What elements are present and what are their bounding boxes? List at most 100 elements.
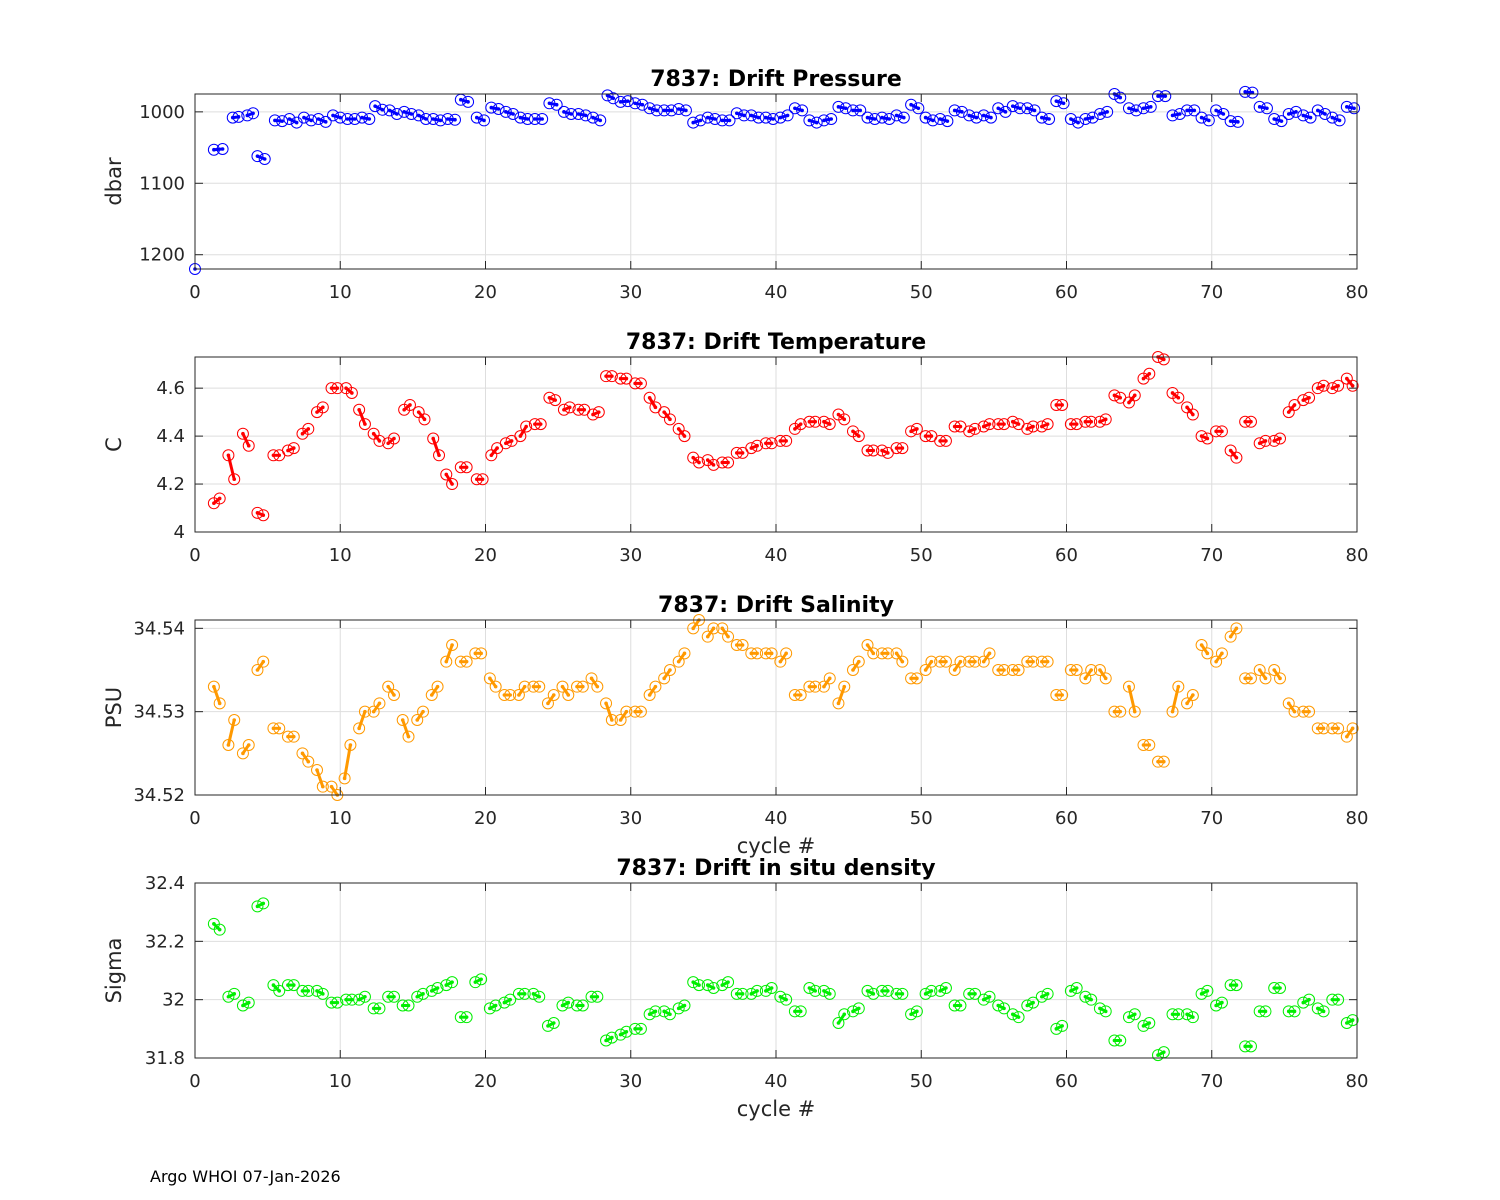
density-data-point-center: [1263, 1009, 1268, 1014]
pressure-data-point-center: [511, 112, 515, 116]
temperature-data-point-center: [851, 429, 855, 434]
pressure-data-point-center: [1170, 113, 1175, 118]
salinity-series-line: [226, 719, 236, 746]
salinity-data-point: [1317, 722, 1330, 735]
salinity-data-point: [716, 622, 729, 635]
temperature-data-point: [358, 418, 371, 431]
density-data-point: [687, 976, 700, 989]
density-data-point: [1079, 990, 1092, 1003]
pressure-data-point-center: [778, 115, 783, 120]
salinity-data-point-center: [610, 718, 614, 722]
salinity-data-point: [316, 780, 329, 793]
temperature-ytick-label: 4.2: [156, 474, 185, 495]
pressure-data-point-center: [836, 105, 841, 109]
density-data-point: [794, 1005, 807, 1018]
salinity-data-point-center: [981, 659, 986, 664]
density-data-point-center: [755, 989, 759, 993]
pressure-data-point: [948, 104, 961, 117]
pressure-data-point: [643, 102, 656, 115]
density-ytick-label: 31.8: [145, 1048, 185, 1069]
pressure-data-point: [854, 104, 867, 117]
pressure-data-point-center: [945, 119, 950, 123]
temperature-data-point: [1311, 382, 1324, 395]
salinity-data-point-center: [1191, 693, 1195, 697]
salinity-data-point: [547, 689, 560, 701]
pressure-data-point-center: [647, 106, 652, 111]
density-data-point: [774, 990, 787, 1003]
salinity-data-point-center: [1257, 668, 1262, 672]
pressure-data-point: [1064, 113, 1077, 125]
salinity-data-point-center: [1060, 693, 1064, 697]
temperature-data-point-center: [1089, 419, 1093, 424]
temperature-data-point-center: [217, 496, 222, 501]
temperature-data-point: [440, 468, 453, 481]
pressure-data-point-center: [1301, 113, 1306, 118]
density-data-point: [1064, 984, 1077, 997]
pressure-data-point: [984, 111, 997, 124]
density-data-point-center: [624, 1029, 629, 1034]
salinity-data-point-center: [232, 718, 237, 722]
pressure-data-point: [803, 114, 816, 127]
temperature-data-point: [557, 403, 570, 416]
salinity-data-point-center: [560, 684, 565, 689]
temperature-data-point: [963, 425, 976, 438]
pressure-data-point: [774, 111, 787, 124]
pressure-data-point-center: [504, 110, 508, 114]
pressure-data-point-center: [981, 113, 986, 118]
pressure-data-point: [1195, 111, 1208, 124]
density-data-point-center: [1307, 997, 1311, 1002]
density-data-point-center: [929, 989, 934, 993]
pressure-data-point-center: [323, 120, 328, 124]
salinity-data-point: [881, 647, 894, 660]
pressure-data-point: [687, 116, 700, 129]
density-data-point: [257, 897, 270, 910]
temperature-data-point-center: [697, 460, 701, 465]
pressure-data-point: [462, 95, 475, 108]
salinity-data-point-center: [1350, 726, 1355, 731]
density-data-point-center: [1060, 1024, 1064, 1028]
pressure-data-point-center: [316, 117, 321, 121]
salinity-data-point: [585, 672, 598, 685]
pressure-data-point: [1035, 111, 1048, 124]
pressure-data-point-center: [562, 110, 566, 114]
salinity-data-point: [939, 655, 952, 668]
density-data-point: [672, 1002, 685, 1015]
pressure-data-point: [636, 98, 649, 111]
pressure-data-point-center: [1010, 104, 1015, 108]
salinity-data-point: [1056, 689, 1069, 701]
pressure-data-point: [579, 109, 592, 122]
salinity-data-point-center: [429, 693, 434, 697]
pressure-data-point: [1122, 102, 1135, 115]
salinity-data-point: [649, 680, 662, 693]
temperature-data-point-center: [335, 386, 340, 390]
density-data-point: [852, 1002, 865, 1015]
pressure-data-point: [412, 109, 425, 122]
temperature-data-point-center: [1176, 395, 1181, 400]
temperature-data-point-center: [1286, 410, 1291, 414]
pressure-data-point-center: [1185, 108, 1189, 113]
temperature-data-point-center: [1132, 393, 1137, 398]
salinity-data-point: [1346, 722, 1359, 735]
temperature-series-line: [431, 438, 441, 456]
temperature-data-point: [939, 434, 952, 447]
salinity-data-point-center: [315, 768, 319, 772]
temperature-data-point-center: [377, 439, 382, 443]
salinity-data-point-center: [1185, 701, 1189, 706]
density-data-point: [498, 996, 511, 1009]
temperature-data-point-center: [392, 436, 396, 441]
temperature-data-point: [658, 406, 671, 419]
temperature-data-point: [316, 401, 329, 414]
temperature-data-point-center: [371, 431, 376, 436]
temperature-data-point: [745, 442, 758, 455]
temperature-data-point-center: [1278, 436, 1282, 441]
pressure-data-point: [1202, 114, 1215, 127]
salinity-data-point: [325, 780, 338, 793]
pressure-data-point-center: [938, 117, 942, 121]
density-xtick-label: 30: [619, 1071, 642, 1092]
pressure-data-point: [745, 109, 758, 122]
density-data-point-center: [566, 1000, 571, 1005]
temperature-data-point: [520, 420, 533, 433]
pressure-data-point-center: [402, 110, 406, 114]
salinity-data-point: [832, 697, 845, 710]
temperature-data-point-center: [408, 403, 412, 407]
